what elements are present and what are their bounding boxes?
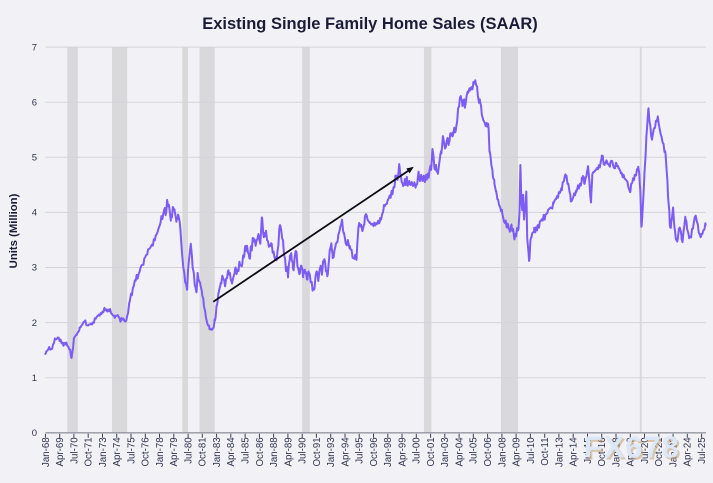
svg-text:Oct-21: Oct-21 (654, 437, 665, 466)
svg-text:2: 2 (32, 318, 37, 329)
svg-text:Oct-81: Oct-81 (198, 437, 209, 466)
svg-text:Apr-14: Apr-14 (569, 437, 580, 467)
svg-text:Jul-15: Jul-15 (583, 437, 594, 463)
svg-text:Jul-25: Jul-25 (697, 437, 708, 463)
svg-text:Jan-73: Jan-73 (98, 437, 109, 467)
svg-text:Oct-11: Oct-11 (540, 437, 551, 465)
svg-text:Apr-24: Apr-24 (683, 437, 694, 467)
svg-text:Jul-80: Jul-80 (184, 437, 195, 464)
svg-text:FX678: FX678 (586, 432, 682, 466)
svg-text:0: 0 (32, 428, 37, 439)
svg-text:Jan-18: Jan-18 (611, 437, 622, 467)
svg-text:Apr-19: Apr-19 (626, 437, 637, 466)
svg-text:Jan-78: Jan-78 (155, 437, 166, 467)
svg-text:Apr-74: Apr-74 (112, 437, 123, 467)
svg-text:FX678: FX678 (584, 431, 680, 465)
svg-text:Apr-89: Apr-89 (283, 437, 294, 466)
svg-text:Jul-70: Jul-70 (69, 437, 80, 464)
svg-text:Jan-98: Jan-98 (383, 437, 394, 467)
svg-text:Oct-71: Oct-71 (84, 437, 95, 466)
svg-text:3: 3 (32, 263, 37, 274)
svg-text:Units (Million): Units (Million) (8, 193, 20, 268)
svg-text:Existing Single Family Home Sa: Existing Single Family Home Sales (SAAR) (202, 15, 538, 33)
svg-text:Oct-76: Oct-76 (141, 437, 152, 466)
svg-text:Apr-69: Apr-69 (55, 437, 66, 466)
svg-text:Oct-91: Oct-91 (312, 437, 323, 466)
svg-text:6: 6 (32, 97, 37, 108)
svg-text:Oct-96: Oct-96 (369, 437, 380, 466)
svg-text:Jul-05: Jul-05 (469, 437, 480, 463)
svg-text:Oct-01: Oct-01 (426, 437, 437, 466)
svg-text:Jul-00: Jul-00 (412, 437, 423, 464)
svg-text:Apr-94: Apr-94 (340, 437, 351, 467)
svg-text:Jan-03: Jan-03 (440, 437, 451, 467)
svg-text:7: 7 (32, 42, 37, 53)
svg-text:Jan-23: Jan-23 (669, 437, 680, 467)
svg-text:1: 1 (32, 373, 37, 384)
svg-text:Jan-83: Jan-83 (212, 437, 223, 467)
svg-text:5: 5 (32, 153, 37, 164)
svg-text:Jan-68: Jan-68 (41, 437, 52, 467)
svg-text:Oct-16: Oct-16 (597, 437, 608, 466)
svg-text:4: 4 (32, 208, 37, 219)
svg-text:Apr-79: Apr-79 (169, 437, 180, 466)
svg-text:Jan-13: Jan-13 (554, 437, 565, 467)
svg-text:Jul-75: Jul-75 (126, 437, 137, 463)
svg-text:Jul-90: Jul-90 (298, 437, 309, 464)
svg-text:Oct-86: Oct-86 (255, 437, 266, 466)
svg-text:Jul-20: Jul-20 (640, 437, 651, 464)
svg-text:Apr-09: Apr-09 (512, 437, 523, 466)
svg-text:Jan-08: Jan-08 (497, 437, 508, 467)
svg-text:Jul-95: Jul-95 (355, 437, 366, 463)
svg-text:Oct-06: Oct-06 (483, 437, 494, 466)
svg-text:Jan-88: Jan-88 (269, 437, 280, 467)
svg-text:Apr-99: Apr-99 (397, 437, 408, 466)
svg-text:Jul-10: Jul-10 (526, 437, 537, 464)
svg-text:Apr-84: Apr-84 (226, 437, 237, 467)
svg-text:Jul-85: Jul-85 (241, 437, 252, 463)
svg-text:Apr-04: Apr-04 (455, 437, 466, 467)
svg-text:Jan-93: Jan-93 (326, 437, 337, 467)
